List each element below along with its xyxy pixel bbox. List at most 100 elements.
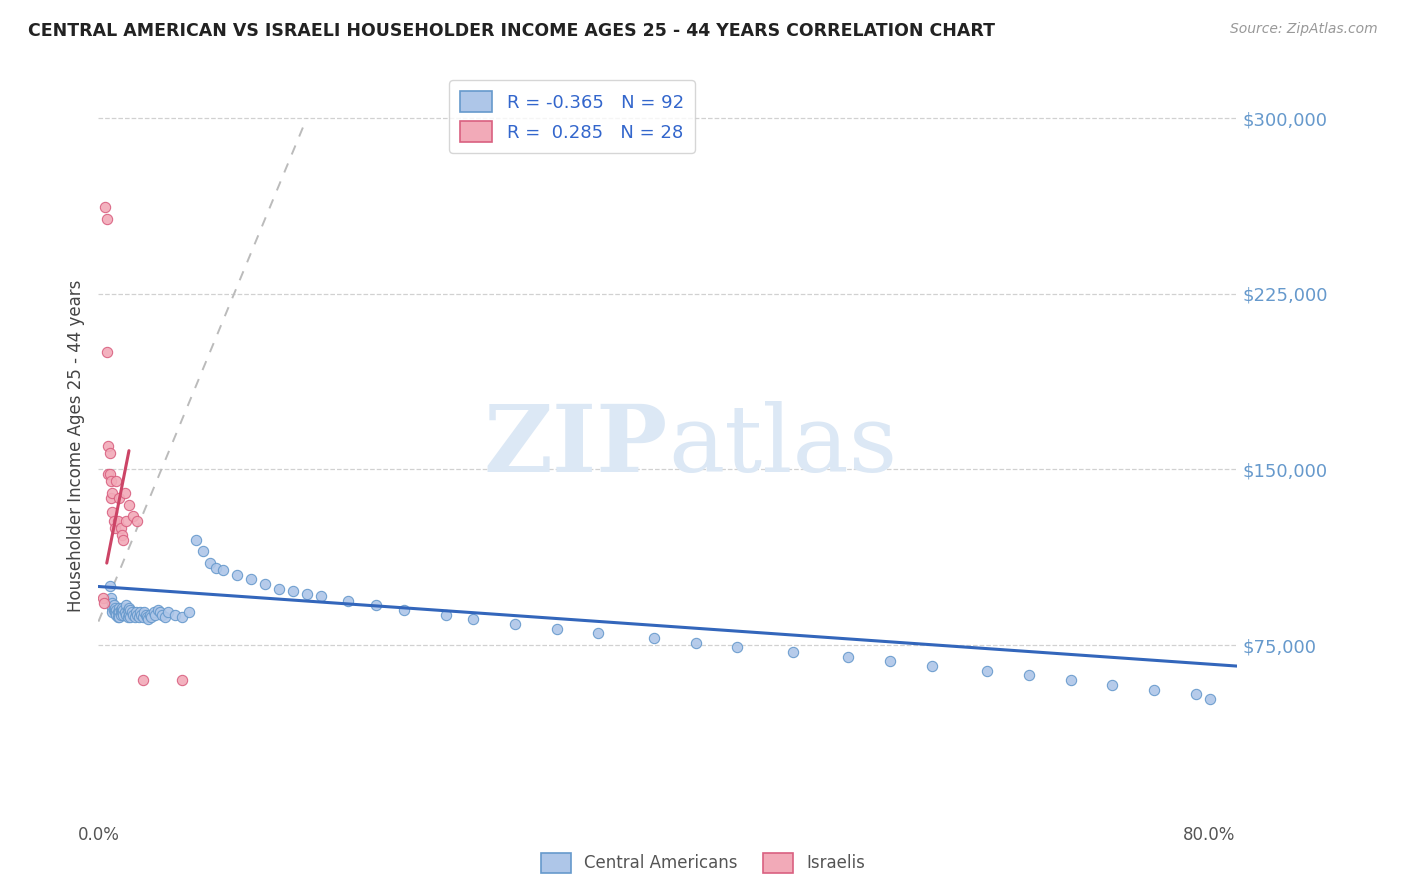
Point [146,603,169,617]
Point [108,610,131,624]
Point [546,622,568,636]
Point [111,605,134,619]
Point [111,528,134,542]
Point [1059,673,1081,688]
Point [108,600,131,615]
Point [117,610,139,624]
Point [135,607,157,622]
Point [104,600,127,615]
Point [124,610,146,624]
Point [254,577,277,591]
Point [93,596,115,610]
Point [1198,692,1220,706]
Point [131,607,153,622]
Point [107,610,129,624]
Point [110,521,132,535]
Point [782,645,804,659]
Point [588,626,610,640]
Point [281,584,304,599]
Point [163,607,186,622]
Point [184,533,207,547]
Point [153,610,176,624]
Point [105,474,128,488]
Point [112,533,135,547]
Point [267,582,290,596]
Point [921,659,943,673]
Point [121,605,143,619]
Point [115,514,138,528]
Point [104,605,127,619]
Y-axis label: Householder Income Ages 25 - 44 years: Householder Income Ages 25 - 44 years [66,280,84,612]
Point [148,605,170,619]
Point [463,612,485,626]
Point [101,600,124,615]
Point [112,607,135,622]
Point [156,605,179,619]
Point [98,580,121,594]
Point [114,605,136,619]
Point [177,605,200,619]
Point [118,600,141,615]
Point [117,603,139,617]
Point [107,514,129,528]
Text: atlas: atlas [668,401,897,491]
Legend: Central Americans, Israelis: Central Americans, Israelis [534,847,872,880]
Point [191,544,214,558]
Point [145,607,167,622]
Point [96,345,118,359]
Point [337,593,360,607]
Point [503,617,526,632]
Point [97,439,120,453]
Point [104,521,127,535]
Point [103,514,125,528]
Point [127,514,149,528]
Point [132,673,155,688]
Point [105,607,128,622]
Point [136,610,159,624]
Point [110,607,132,622]
Point [643,631,665,645]
Point [150,607,173,622]
Point [1184,687,1206,701]
Point [101,485,124,500]
Point [725,640,748,655]
Text: CENTRAL AMERICAN VS ISRAELI HOUSEHOLDER INCOME AGES 25 - 44 YEARS CORRELATION CH: CENTRAL AMERICAN VS ISRAELI HOUSEHOLDER … [28,22,995,40]
Point [111,600,134,615]
Point [1101,678,1123,692]
Point [143,605,166,619]
Point [96,211,118,226]
Point [170,610,193,624]
Point [212,563,235,577]
Point [837,649,859,664]
Point [138,612,160,626]
Point [122,607,145,622]
Point [1143,682,1166,697]
Point [114,485,136,500]
Point [118,498,141,512]
Point [127,607,149,622]
Point [125,605,148,619]
Text: ZIP: ZIP [484,401,668,491]
Point [170,673,193,688]
Point [139,607,162,622]
Point [100,491,122,505]
Point [434,607,457,622]
Point [879,655,901,669]
Point [112,603,135,617]
Point [198,556,221,570]
Point [101,596,124,610]
Point [122,509,145,524]
Point [97,467,120,482]
Point [98,467,121,482]
Point [110,603,132,617]
Point [134,605,156,619]
Point [240,573,263,587]
Point [103,603,125,617]
Point [115,599,138,613]
Point [118,607,141,622]
Point [120,610,142,624]
Point [100,591,122,606]
Point [101,505,124,519]
Point [103,599,125,613]
Point [366,599,388,613]
